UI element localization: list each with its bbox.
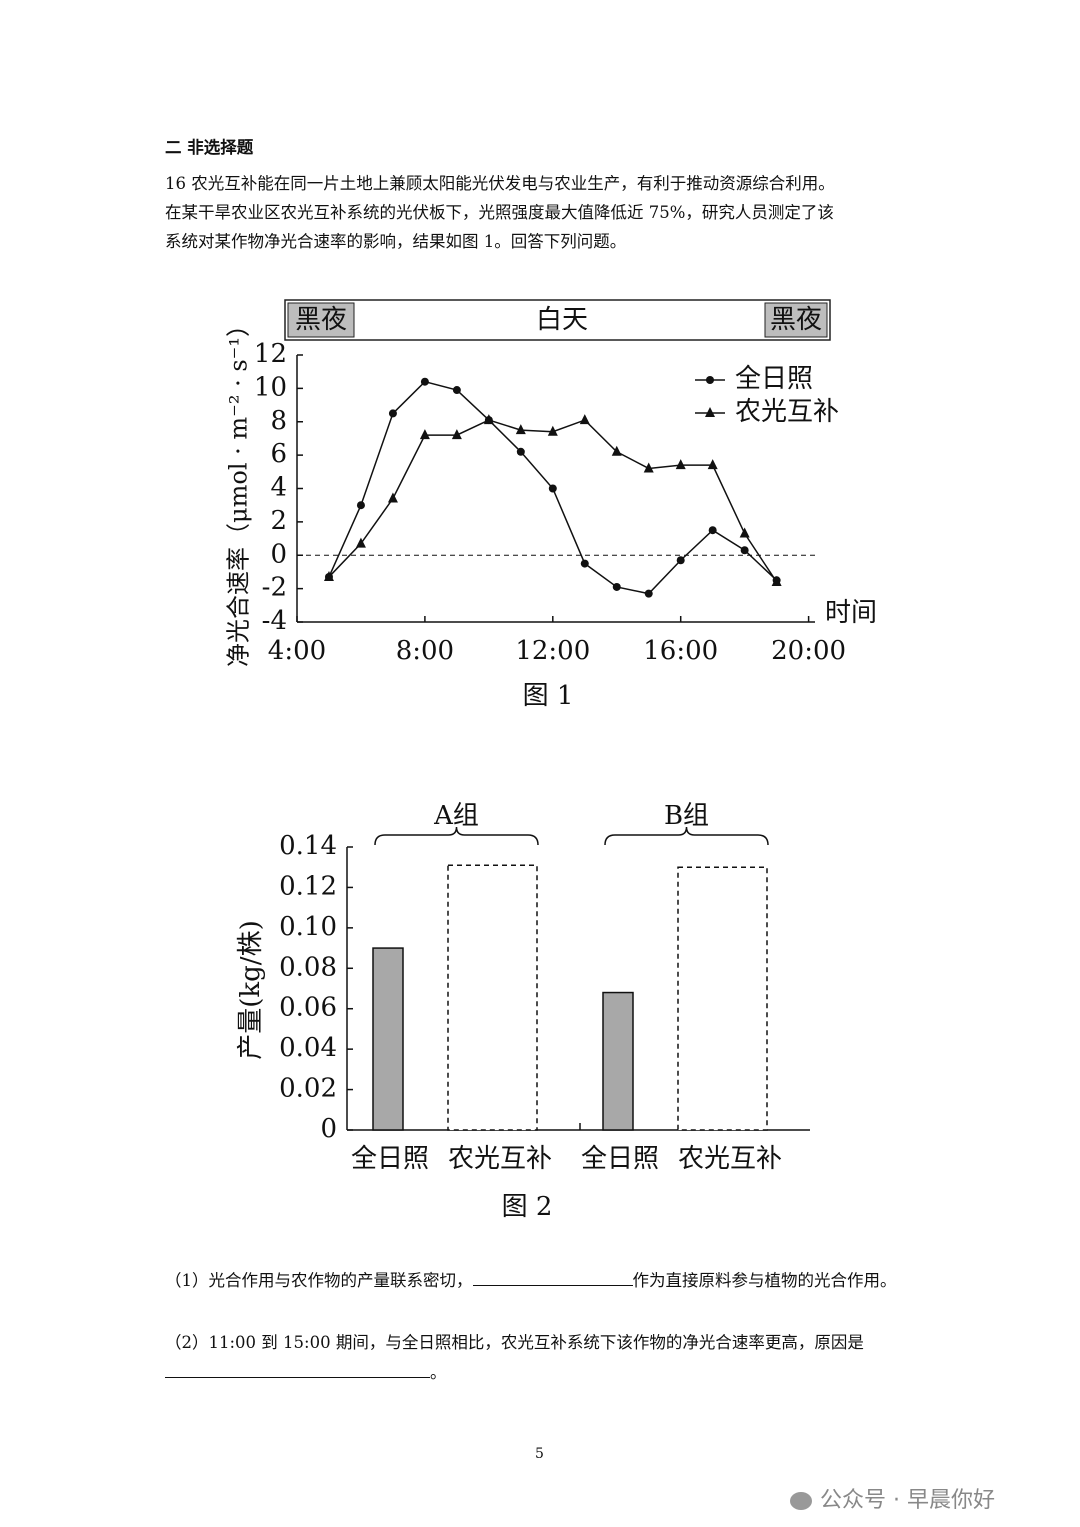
y-tick-label: 0.08 [279,952,337,982]
point [644,589,653,598]
group-bracket [604,826,769,846]
point [643,462,654,473]
period-bar [284,299,831,341]
text: （1）光合作用与农作物的产量联系密切， [165,1271,473,1290]
x-tick-label: 16:00 [643,636,718,666]
period-label: 白天 [536,305,588,335]
point [452,386,461,395]
subquestion: （1）光合作用与农作物的产量联系密切， 作为直接原料参与植物的光合作用。 [165,1266,925,1296]
x-tick-label: 20:00 [771,636,846,666]
text: 。 [430,1363,447,1382]
y-tick-label: 6 [270,439,287,469]
y-tick-label: 2 [270,506,287,536]
text: 作为直接原料参与植物的光合作用。 [632,1271,897,1290]
point [515,424,526,435]
point [516,447,525,456]
y-tick-label: 4 [270,473,287,503]
y-tick-label: 8 [270,406,287,436]
bar [372,947,404,1131]
point [323,570,334,581]
y-tick-label: 0.14 [279,831,337,861]
x-tick-label: 12:00 [515,636,590,666]
period-label: 黑夜 [770,305,822,335]
x-tick-label: 4:00 [268,636,326,666]
point [547,425,558,436]
period-label: 黑夜 [295,305,347,335]
x-axis-label: 时间 [825,598,877,628]
y-tick-label: 0 [270,539,287,569]
y-tick-label: 0.12 [279,871,337,901]
point [676,556,685,565]
legend-label: 全日照 [735,364,813,394]
point [387,492,398,503]
watermark: 公众号 · 早晨你好 [790,1482,995,1514]
y-tick-label: 0 [320,1114,337,1144]
question-line: 在某干旱农业区农光互补系统的光伏板下，光照强度最大值降低近 75%，研究人员测定… [165,203,834,222]
text: （2）11:00 到 15:00 期间，与全日照相比，农光互补系统下该作物的净光… [165,1333,864,1352]
watermark-icon [790,1492,812,1510]
point [579,414,590,425]
point [548,484,557,493]
blank [472,1269,633,1286]
group-bracket [374,826,539,846]
x-tick-label: 全日照 [581,1144,659,1174]
point [611,445,622,456]
y-tick-label: 0.10 [279,912,337,942]
bar [447,864,538,1131]
bar [677,866,768,1131]
question-line: 16 农光互补能在同一片土地上兼顾太阳能光伏发电与农业生产，有利于推动资源综合利… [165,174,835,193]
point [739,527,750,538]
y-axis-label: 净光合速率（μmol · m⁻² · s⁻¹） [225,313,253,667]
point [420,377,429,386]
y-tick-label: -2 [262,573,287,603]
blank [165,1361,430,1378]
point [451,429,462,440]
point [483,414,494,425]
y-tick-label: 10 [254,372,287,402]
x-tick-label: 全日照 [351,1144,429,1174]
point [419,429,430,440]
point [612,582,621,591]
y-tick-label: 0.04 [279,1033,337,1063]
legend-marker [706,376,714,384]
night-box [764,302,828,338]
y-tick-label: -4 [262,606,287,636]
point [708,526,717,535]
question-line: 系统对某作物净光合速率的影响，结果如图 1。回答下列问题。 [165,232,627,251]
y-tick-label: 12 [254,339,287,369]
point [707,459,718,470]
x-tick-label: 农光互补 [678,1144,782,1174]
watermark-text: 公众号 · 早晨你好 [820,1488,995,1513]
subquestion: （2）11:00 到 15:00 期间，与全日照相比，农光互补系统下该作物的净光… [165,1328,925,1388]
y-axis-label: 产量(kg/株) [236,920,266,1059]
group-label: B组 [664,801,709,831]
point [771,575,782,586]
y-tick-label: 0.02 [279,1074,337,1104]
point [580,559,589,568]
point [356,501,365,510]
x-tick-label: 农光互补 [448,1144,552,1174]
x-tick-label: 8:00 [396,636,454,666]
point [355,537,366,548]
point [388,409,397,418]
point [675,459,686,470]
bar [602,991,634,1131]
caption: 图 2 [502,1192,553,1222]
page-number: 5 [535,1446,544,1462]
night-box [287,302,355,338]
legend-marker [705,407,715,417]
group-label: A组 [433,801,479,831]
legend-label: 农光互补 [735,397,839,427]
y-tick-label: 0.06 [279,993,337,1023]
section-title: 二 非选择题 [165,138,254,157]
caption: 图 1 [523,681,574,711]
point [740,546,749,555]
